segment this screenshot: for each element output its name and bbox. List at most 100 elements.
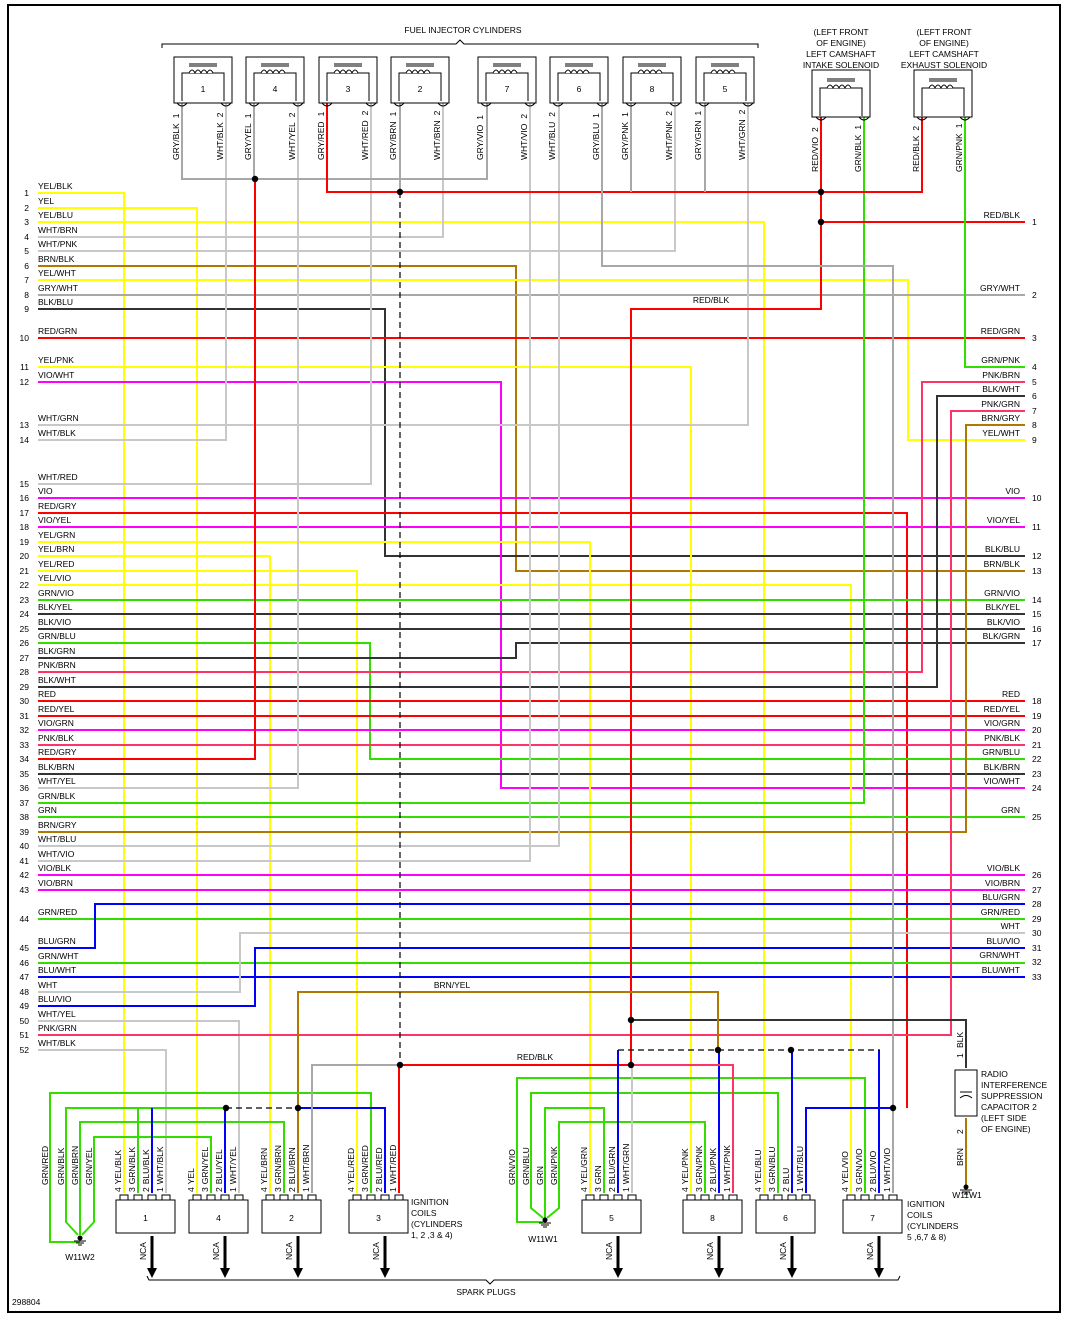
- connector-pin-icon: [279, 1194, 289, 1200]
- right-pin-number: 1: [1032, 217, 1037, 227]
- left-pin-wire-label: VIO/GRN: [38, 718, 74, 728]
- wire-harness-segment: [65, 1107, 226, 1236]
- left-pin-number: 44: [20, 914, 30, 924]
- left-pin-number: 8: [24, 290, 29, 300]
- right-pin-wire-label: BRN/BLK: [984, 559, 1021, 569]
- splice-dot: [714, 1046, 722, 1054]
- right-pin-wire-label: BLU/VIO: [986, 936, 1020, 946]
- wire-harness-segment: [546, 1121, 706, 1219]
- radio-suppression-capacitor: [954, 1069, 978, 1117]
- connector-pin-icon: [524, 102, 536, 107]
- wire-left-pin-3: [38, 221, 765, 1193]
- capacitor-title: OF ENGINE): [981, 1124, 1031, 1134]
- wire-left-pin-52: [38, 1049, 167, 1193]
- connector-pin-icon: [192, 1194, 202, 1200]
- connector-pin-icon: [248, 102, 260, 107]
- ground-wire-label: GRN/VIO: [507, 1149, 517, 1185]
- coil-pin-label: 3GRN/BLU: [767, 1146, 777, 1192]
- wire-left-pin-29: [38, 395, 1025, 688]
- coil-pin-label: 3GRN/BLK: [127, 1147, 137, 1192]
- left-pin-number: 9: [24, 304, 29, 314]
- arrow-down-icon: [787, 1268, 797, 1278]
- right-pin-wire-label: BLK/GRN: [983, 631, 1020, 641]
- fuel-injector-cyl-5: [695, 56, 755, 104]
- left-pin-number: 10: [20, 333, 30, 343]
- ground-icon: [963, 1184, 969, 1190]
- left-pin-wire-label: GRN/WHT: [38, 951, 79, 961]
- coil-pin-label: 2BLU/VIO: [868, 1150, 878, 1192]
- left-pin-wire-label: RED/GRY: [38, 747, 77, 757]
- left-pin-number: 46: [20, 958, 30, 968]
- left-pin-wire-label: BLK/GRN: [38, 646, 75, 656]
- left-pin-number: 21: [20, 566, 30, 576]
- wire-left-pin-28: [38, 381, 1025, 673]
- connector-pin-icon: [742, 102, 754, 107]
- wire-left-pin-13: [38, 103, 749, 426]
- connector-pin-icon: [874, 1194, 884, 1200]
- coil-pin-label: 1WHT/BRN: [301, 1145, 311, 1192]
- left-pin-number: 41: [20, 856, 30, 866]
- coil-pin-label: 1WHT/YEL: [228, 1146, 238, 1192]
- connector-pin-icon: [394, 1194, 404, 1200]
- right-pin-number: 21: [1032, 740, 1042, 750]
- right-pin-number: 8: [1032, 420, 1037, 430]
- right-pin-wire-label: BRN/GRY: [981, 413, 1020, 423]
- right-pin-wire-label: VIO: [1005, 486, 1020, 496]
- coil-pin-label: 2BLU/YEL: [214, 1149, 224, 1192]
- injector-pin-label: WHT/BLK2: [215, 112, 225, 160]
- connector-pin-icon: [234, 1194, 244, 1200]
- right-pin-wire-label: BLK/WHT: [982, 384, 1020, 394]
- right-pin-number: 9: [1032, 435, 1037, 445]
- injector-group-title: FUEL INJECTOR CYLINDERS: [404, 25, 521, 35]
- ground-wire-label: GRN/PNK: [549, 1146, 559, 1185]
- left-pin-number: 48: [20, 987, 30, 997]
- coil-pin-label: 4YEL/RED: [346, 1148, 356, 1192]
- capacitor-title: SUPPRESSION: [981, 1091, 1042, 1101]
- right-pin-number: 18: [1032, 696, 1042, 706]
- connector-pin-icon: [728, 1194, 738, 1200]
- solenoid-pin-label: GRN/PNK1: [954, 123, 964, 172]
- wire-harness-segment: [181, 103, 488, 180]
- splice-dot: [627, 1016, 635, 1024]
- left-pin-number: 45: [20, 943, 30, 953]
- connector-pin-icon: [292, 102, 304, 107]
- wire-left-pin-21: [38, 570, 358, 1193]
- right-pin-number: 20: [1032, 725, 1042, 735]
- splice-dot: [222, 1104, 230, 1112]
- left-pin-wire-label: YEL/WHT: [38, 268, 76, 278]
- arrow-down-icon: [220, 1268, 230, 1278]
- left-pin-number: 4: [24, 232, 29, 242]
- left-pin-number: 23: [20, 595, 30, 605]
- right-pin-wire-label: GRN/PNK: [981, 355, 1020, 365]
- injector-cylinder-number: 1: [201, 84, 206, 94]
- injector-pin-label: WHT/YEL2: [287, 112, 297, 160]
- coil-winding-icon: [253, 63, 297, 101]
- capacitor-pin-wire: BRN: [955, 1148, 965, 1166]
- wire-harness-segment: [631, 1019, 967, 1068]
- left-pin-number: 1: [24, 188, 29, 198]
- right-pin-number: 28: [1032, 899, 1042, 909]
- left-pin-number: 31: [20, 711, 30, 721]
- connector-pin-icon: [133, 1194, 143, 1200]
- injector-cylinder-number: 2: [418, 84, 423, 94]
- coil-cylinder-number: 3: [376, 1213, 381, 1223]
- wire-harness-segment: [630, 117, 822, 1065]
- wire-harness-segment: [601, 103, 894, 1108]
- right-pin-wire-label: VIO/WHT: [984, 776, 1020, 786]
- wire-harness-segment: [81, 1136, 212, 1236]
- connector-pin-icon: [437, 102, 449, 107]
- right-pin-wire-label: PNK/GRN: [981, 399, 1020, 409]
- ignition-coil-cyl-4: [188, 1199, 249, 1234]
- splice-dot: [396, 188, 404, 196]
- wire-left-pin-14: [38, 103, 227, 441]
- connector-pin-icon: [959, 116, 971, 121]
- ignition-coil-cyl-1: [115, 1199, 176, 1234]
- spark-plugs-bracket: [146, 1275, 901, 1285]
- right-pin-wire-label: GRN/VIO: [984, 588, 1020, 598]
- solenoid-title: EXHAUST SOLENOID: [901, 60, 987, 70]
- splice-dot: [817, 218, 825, 226]
- ignition-coil-cyl-7: [842, 1199, 903, 1234]
- injector-cylinder-number: 7: [505, 84, 510, 94]
- coil-pin-label: 3GRN: [593, 1165, 603, 1192]
- connector-pin-icon: [888, 1194, 898, 1200]
